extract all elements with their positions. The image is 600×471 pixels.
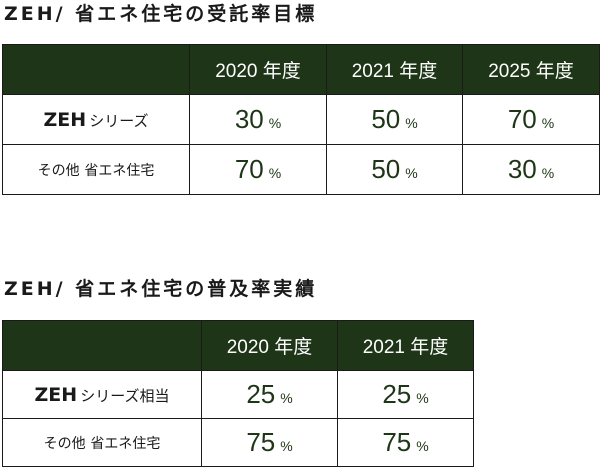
percent-unit: %: [416, 390, 429, 406]
header-year-cell: 2021 年度: [337, 320, 474, 371]
value-cell: 70%: [462, 94, 600, 145]
value-number: 75: [246, 427, 276, 457]
header-corner-cell: [2, 320, 202, 371]
value-cell: 25%: [337, 370, 474, 419]
value-cell: 75%: [337, 418, 474, 467]
header-year-cell: 2021 年度: [326, 44, 463, 95]
header-corner-cell: [2, 44, 190, 95]
table-row: その他 省エネ住宅 75% 75%: [2, 418, 474, 467]
row-label-other-energy-saving: その他 省エネ住宅: [2, 144, 190, 195]
value-number: 30: [234, 104, 264, 134]
value-number: 70: [234, 154, 264, 184]
percent-unit: %: [416, 438, 429, 454]
row-label-sub: シリーズ相当: [80, 386, 170, 405]
percent-unit: %: [280, 438, 293, 454]
value-cell: 70%: [189, 144, 327, 195]
value-number: 25: [246, 379, 276, 409]
row-label-main: その他: [43, 435, 86, 452]
row-label-main: ZEH: [43, 108, 87, 131]
value-cell: 50%: [326, 94, 463, 145]
header-year-cell: 2025 年度: [462, 44, 600, 95]
table-row: ZEH シリーズ相当 25% 25%: [2, 370, 474, 419]
percent-unit: %: [405, 165, 418, 181]
table-row: ZEH シリーズ 30% 50% 70%: [2, 94, 600, 145]
section-title-actual: ZEH/ 省エネ住宅の普及率実績: [4, 278, 318, 300]
row-label-sub: 省エネ住宅: [90, 435, 161, 452]
section-title-target: ZEH/ 省エネ住宅の受託率目標: [4, 3, 318, 25]
header-year-cell: 2020 年度: [201, 320, 338, 371]
value-cell: 75%: [201, 418, 338, 467]
value-number: 30: [507, 154, 537, 184]
row-label-sub: シリーズ: [89, 111, 149, 130]
value-cell: 50%: [326, 144, 463, 195]
row-label-zeh-series-equivalent: ZEH シリーズ相当: [2, 370, 202, 419]
table-row: その他 省エネ住宅 70% 50% 30%: [2, 144, 600, 195]
row-label-zeh-series: ZEH シリーズ: [2, 94, 190, 145]
value-number: 75: [382, 427, 412, 457]
row-label-sub: 省エネ住宅: [84, 162, 155, 179]
value-number: 50: [371, 154, 401, 184]
percent-unit: %: [268, 115, 282, 131]
value-number: 50: [371, 104, 401, 134]
adoption-rate-table: 2020 年度 2021 年度 ZEH シリーズ相当 25% 25% その他 省エ…: [2, 320, 474, 467]
value-cell: 30%: [189, 94, 327, 145]
value-cell: 25%: [201, 370, 338, 419]
row-label-main: ZEH: [34, 383, 78, 406]
table-header-row: 2020 年度 2021 年度 2025 年度: [2, 44, 600, 95]
row-label-other-energy-saving: その他 省エネ住宅: [2, 418, 202, 467]
value-number: 25: [382, 379, 412, 409]
percent-unit: %: [541, 165, 555, 181]
percent-unit: %: [268, 165, 282, 181]
percent-unit: %: [405, 115, 418, 131]
row-label-main: その他: [37, 162, 80, 179]
target-rate-table: 2020 年度 2021 年度 2025 年度 ZEH シリーズ 30% 50% …: [2, 44, 600, 195]
percent-unit: %: [280, 390, 293, 406]
table-header-row: 2020 年度 2021 年度: [2, 320, 474, 371]
header-year-cell: 2020 年度: [189, 44, 327, 95]
percent-unit: %: [541, 115, 555, 131]
value-number: 70: [507, 104, 537, 134]
value-cell: 30%: [462, 144, 600, 195]
